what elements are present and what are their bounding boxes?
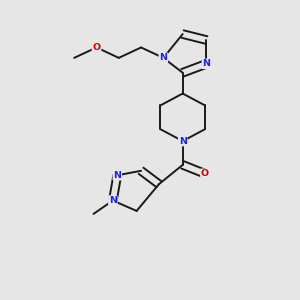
Text: O: O [201, 169, 209, 178]
Text: O: O [92, 43, 101, 52]
Text: N: N [202, 59, 211, 68]
Text: N: N [159, 53, 167, 62]
Text: N: N [179, 136, 187, 146]
Text: N: N [113, 171, 121, 180]
Text: N: N [109, 196, 117, 205]
